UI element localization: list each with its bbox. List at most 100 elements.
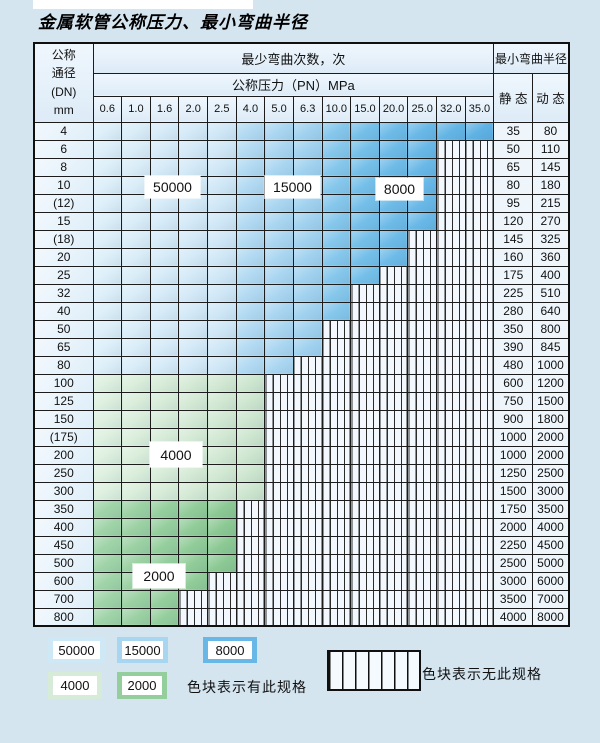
spec-unavailable-cell — [436, 391, 466, 411]
spec-available-cell — [149, 607, 180, 627]
dynamic-radius-value: 400 — [532, 265, 570, 285]
spec-available-cell — [264, 157, 294, 177]
spec-available-cell — [207, 427, 237, 447]
spec-available-cell — [235, 229, 266, 249]
pressure-column-header: 20.0 — [378, 95, 409, 123]
static-radius-value: 35 — [493, 121, 534, 141]
spec-unavailable-cell — [436, 319, 466, 339]
spec-available-cell — [178, 391, 208, 411]
spec-unavailable-cell — [464, 463, 495, 483]
spec-available-cell — [235, 355, 266, 375]
table-row: 8 65 145 — [33, 157, 570, 177]
spec-unavailable-cell — [464, 157, 495, 177]
static-radius-value: 2000 — [493, 517, 534, 537]
dynamic-radius-value: 510 — [532, 283, 570, 303]
dn-header-line: 公称 — [51, 47, 76, 62]
spec-unavailable-cell — [407, 571, 437, 591]
spec-available-cell — [207, 193, 237, 213]
spec-available-cell — [121, 283, 151, 303]
spec-available-cell — [149, 301, 180, 321]
spec-available-cell — [321, 247, 352, 267]
spec-available-cell — [321, 175, 352, 195]
spec-unavailable-cell — [321, 463, 352, 483]
spec-unavailable-cell — [378, 607, 409, 627]
spec-unavailable-cell — [464, 355, 495, 375]
table-row: 350 1750 3500 — [33, 499, 570, 519]
pressure-column-header: 25.0 — [407, 95, 437, 123]
spec-unavailable-cell — [436, 265, 466, 285]
dynamic-radius-value: 360 — [532, 247, 570, 267]
spec-unavailable-cell — [464, 265, 495, 285]
spec-unavailable-cell — [436, 247, 466, 267]
spec-available-cell — [178, 139, 208, 159]
dn-value: 15 — [33, 211, 94, 231]
spec-available-cell — [121, 445, 151, 465]
spec-available-cell — [292, 121, 323, 141]
spec-unavailable-cell — [292, 409, 323, 429]
static-radius-value: 2500 — [493, 553, 534, 573]
static-radius-value: 4000 — [493, 607, 534, 627]
dynamic-radius-value: 4500 — [532, 535, 570, 555]
spec-unavailable-cell — [378, 409, 409, 429]
spec-available-cell — [207, 211, 237, 231]
spec-available-cell — [235, 337, 266, 357]
dynamic-radius-value: 640 — [532, 301, 570, 321]
spec-available-cell — [292, 211, 323, 231]
spec-available-cell — [207, 301, 237, 321]
dn-value: (12) — [33, 193, 94, 213]
dn-header-line: 通径 — [51, 66, 76, 81]
spec-available-cell — [321, 229, 352, 249]
legend-swatch-4000: 4000 — [48, 672, 102, 699]
spec-unavailable-cell — [378, 355, 409, 375]
spec-available-cell — [121, 463, 151, 483]
spec-unavailable-cell — [407, 517, 437, 537]
spec-available-cell — [235, 445, 266, 465]
dynamic-radius-value: 7000 — [532, 589, 570, 609]
spec-available-cell — [149, 229, 180, 249]
spec-unavailable-cell — [350, 553, 380, 573]
spec-unavailable-cell — [264, 373, 294, 393]
spec-unavailable-cell — [321, 391, 352, 411]
spec-unavailable-cell — [407, 589, 437, 609]
spec-available-cell — [350, 121, 380, 141]
dynamic-radius-value: 180 — [532, 175, 570, 195]
spec-available-cell — [149, 193, 180, 213]
spec-available-cell — [121, 589, 151, 609]
pressure-column-header: 15.0 — [350, 95, 380, 123]
spec-available-cell — [92, 247, 123, 267]
table-row: 6 50 110 — [33, 139, 570, 159]
spec-available-cell — [149, 319, 180, 339]
spec-available-cell — [378, 229, 409, 249]
spec-unavailable-cell — [350, 391, 380, 411]
spec-available-cell — [178, 229, 208, 249]
spec-unavailable-cell — [407, 463, 437, 483]
spec-available-cell — [235, 193, 266, 213]
spec-available-cell — [207, 481, 237, 501]
spec-available-cell — [149, 211, 180, 231]
spec-unavailable-cell — [350, 607, 380, 627]
static-radius-value: 1250 — [493, 463, 534, 483]
spec-unavailable-cell — [464, 571, 495, 591]
spec-available-cell — [92, 301, 123, 321]
spec-available-cell — [92, 175, 123, 195]
dn-value: 40 — [33, 301, 94, 321]
spec-available-cell — [149, 373, 180, 393]
spec-unavailable-cell — [436, 175, 466, 195]
spec-available-cell — [121, 211, 151, 231]
spec-available-cell — [378, 139, 409, 159]
spec-unavailable-cell — [464, 481, 495, 501]
spec-available-cell — [235, 265, 266, 285]
dn-value: 80 — [33, 355, 94, 375]
spec-available-cell — [92, 157, 123, 177]
table-row: 500 2500 5000 — [33, 553, 570, 573]
spec-unavailable-cell — [407, 553, 437, 573]
spec-available-cell — [121, 157, 151, 177]
spec-available-cell — [121, 193, 151, 213]
spec-available-cell — [149, 157, 180, 177]
spec-available-cell — [235, 481, 266, 501]
spec-unavailable-cell — [235, 499, 266, 519]
spec-available-cell — [178, 463, 208, 483]
spec-available-cell — [235, 319, 266, 339]
spec-unavailable-cell — [321, 517, 352, 537]
